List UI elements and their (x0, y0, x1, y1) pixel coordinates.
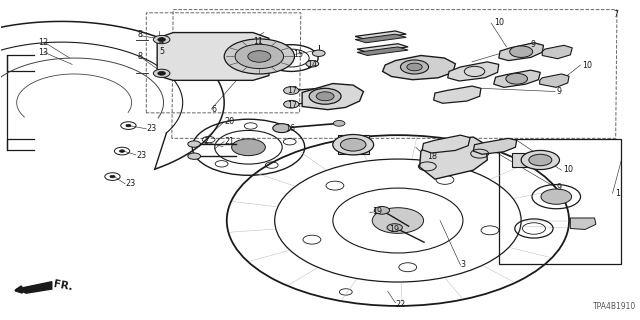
Bar (511, 153, 540, 167)
Text: 23: 23 (125, 180, 135, 188)
Polygon shape (302, 84, 364, 110)
Polygon shape (570, 218, 596, 229)
Polygon shape (157, 33, 269, 80)
Text: 1: 1 (615, 189, 620, 198)
Text: 7: 7 (614, 10, 619, 19)
Circle shape (158, 38, 166, 42)
Circle shape (120, 150, 125, 152)
Text: 6: 6 (211, 105, 216, 114)
Circle shape (506, 73, 527, 84)
Text: 2: 2 (204, 137, 209, 146)
Circle shape (309, 88, 341, 104)
Circle shape (407, 63, 422, 71)
Polygon shape (17, 282, 52, 293)
Circle shape (110, 175, 115, 178)
Circle shape (387, 224, 403, 231)
Polygon shape (338, 135, 369, 154)
Text: 9: 9 (556, 183, 561, 192)
Circle shape (154, 69, 170, 77)
Text: 12: 12 (38, 38, 48, 47)
Circle shape (235, 44, 284, 68)
Polygon shape (357, 47, 408, 55)
Text: 5: 5 (159, 47, 164, 56)
Circle shape (401, 60, 429, 74)
Text: TPA4B1910: TPA4B1910 (593, 302, 636, 311)
Circle shape (372, 208, 424, 233)
Circle shape (541, 189, 572, 204)
Circle shape (154, 36, 170, 44)
Text: 14: 14 (307, 60, 317, 69)
Circle shape (529, 154, 552, 166)
Text: 20: 20 (224, 116, 234, 126)
Text: 22: 22 (396, 300, 406, 308)
Text: 19: 19 (372, 207, 383, 216)
Text: 16: 16 (285, 124, 295, 132)
Polygon shape (540, 74, 569, 87)
Polygon shape (420, 137, 487, 179)
Text: FR.: FR. (53, 279, 74, 292)
Circle shape (306, 60, 319, 67)
Text: 23: 23 (147, 124, 156, 133)
Text: 17: 17 (287, 86, 297, 95)
Text: 13: 13 (38, 48, 48, 57)
Text: 10: 10 (563, 165, 573, 174)
Circle shape (521, 150, 559, 170)
Text: 19: 19 (389, 225, 399, 234)
Circle shape (126, 124, 131, 127)
Circle shape (284, 100, 299, 108)
Polygon shape (493, 70, 540, 87)
Polygon shape (422, 135, 470, 153)
Bar (499, 139, 621, 264)
Circle shape (316, 92, 334, 101)
Polygon shape (499, 43, 543, 60)
Text: 15: 15 (293, 50, 303, 59)
Text: 17: 17 (287, 101, 297, 110)
Text: 4: 4 (159, 37, 164, 46)
Text: 10: 10 (582, 60, 592, 69)
Circle shape (340, 138, 366, 151)
Text: 8: 8 (138, 52, 143, 60)
Polygon shape (473, 138, 516, 154)
Circle shape (312, 50, 325, 56)
Circle shape (158, 71, 166, 75)
Circle shape (248, 51, 271, 62)
Circle shape (232, 139, 266, 156)
Text: 18: 18 (428, 152, 437, 161)
Text: 10: 10 (493, 19, 504, 28)
Circle shape (509, 46, 532, 57)
Text: 11: 11 (253, 37, 263, 46)
Circle shape (333, 121, 345, 126)
Text: 21: 21 (224, 137, 234, 146)
Text: 3: 3 (461, 260, 465, 269)
Circle shape (284, 87, 299, 94)
Text: 8: 8 (138, 30, 143, 39)
Text: 9: 9 (531, 40, 536, 49)
Polygon shape (434, 86, 481, 103)
Polygon shape (355, 34, 406, 43)
Circle shape (188, 141, 200, 147)
Circle shape (374, 206, 390, 214)
Circle shape (333, 134, 374, 155)
Polygon shape (357, 44, 408, 52)
Circle shape (273, 124, 291, 132)
Polygon shape (448, 62, 499, 81)
Circle shape (188, 153, 200, 159)
Polygon shape (383, 55, 456, 80)
Polygon shape (355, 31, 406, 40)
Circle shape (224, 39, 294, 74)
Text: 9: 9 (556, 87, 561, 96)
Text: 23: 23 (136, 151, 146, 160)
Polygon shape (542, 45, 572, 59)
